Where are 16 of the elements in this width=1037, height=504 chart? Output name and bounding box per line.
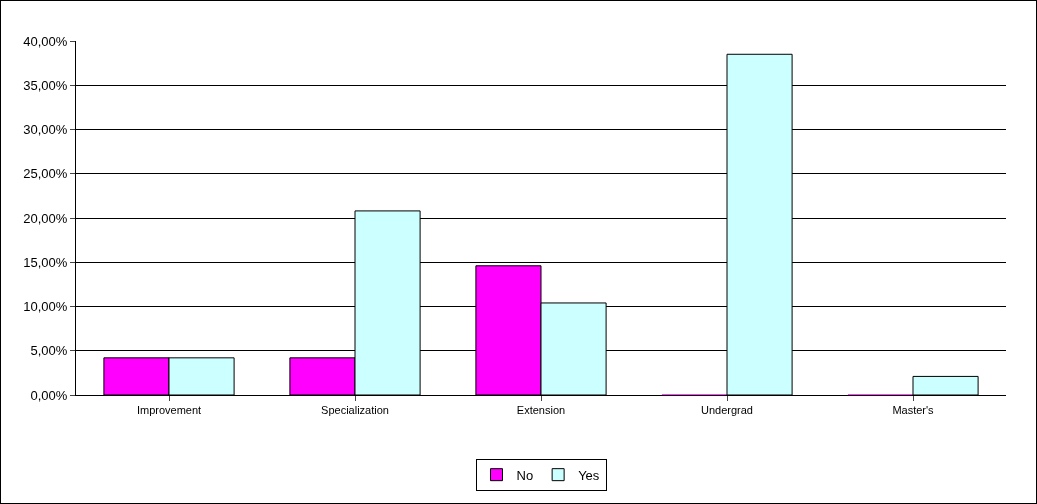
y-tick-label: 35,00% <box>23 77 68 93</box>
y-tick-label: 40,00% <box>23 33 68 49</box>
y-tick-label: 20,00% <box>23 210 68 226</box>
x-tick-label: Master's <box>892 404 935 417</box>
x-tick-label: Improvement <box>136 404 202 417</box>
y-tick-label: 25,00% <box>23 166 68 182</box>
y-tick-label: 30,00% <box>23 122 68 138</box>
legend-label: Yes <box>578 467 600 483</box>
x-tick-label: Specialization <box>321 404 389 417</box>
y-tick-label: 0,00% <box>30 387 68 403</box>
y-tick-label: 5,00% <box>30 343 68 359</box>
legend-label: No <box>516 467 534 483</box>
x-tick-label: Undergrad <box>701 404 753 417</box>
y-tick-label: 15,00% <box>23 254 68 270</box>
y-tick-label: 10,00% <box>23 299 68 315</box>
x-tick-label: Extension <box>516 404 566 417</box>
